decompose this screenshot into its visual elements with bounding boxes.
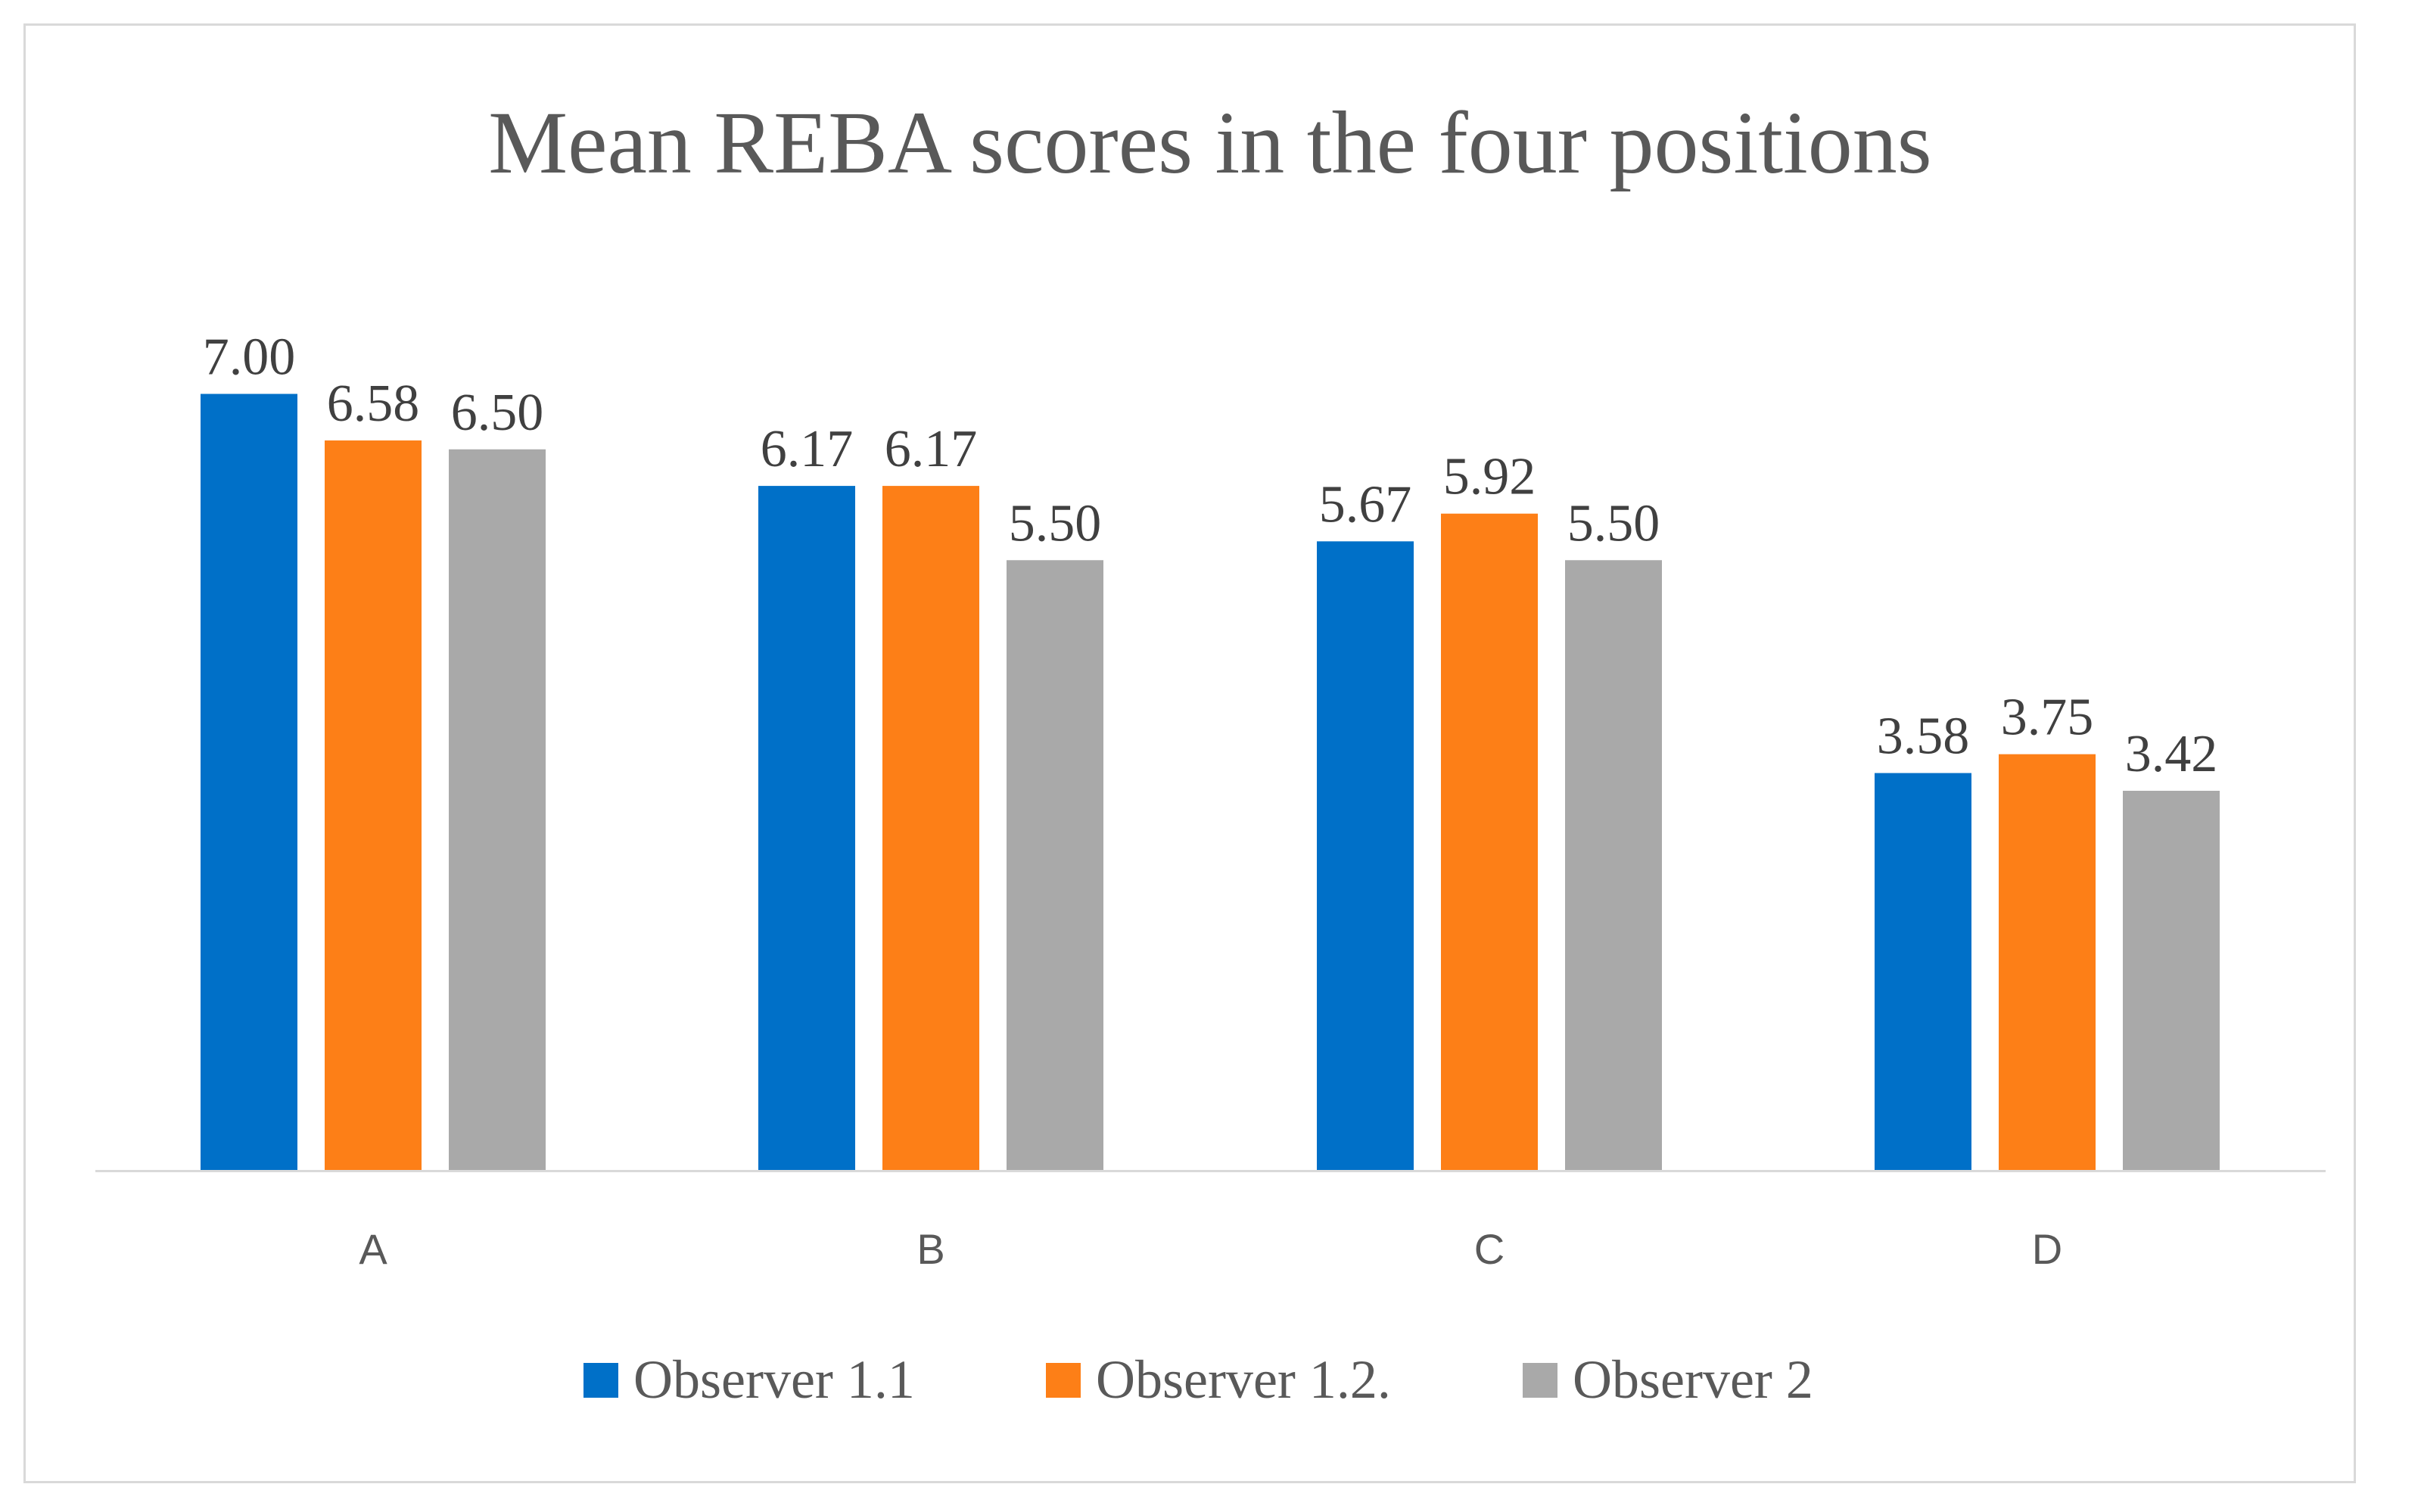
category-label-b: B	[916, 1225, 944, 1273]
bar-c-series-2	[1441, 513, 1538, 1170]
bar-b-series-1	[758, 486, 855, 1170]
category-labels-layer: A B C D	[359, 1225, 2062, 1273]
legend-label-series-2: Observer 1.2.	[1096, 1349, 1391, 1410]
data-label-a-series-1: 7.00	[203, 328, 296, 387]
category-label-a: A	[359, 1225, 387, 1273]
legend-item-series-2: Observer 1.2.	[1046, 1349, 1391, 1410]
category-label-d: D	[2032, 1225, 2062, 1273]
bars-layer	[201, 394, 2220, 1170]
legend: Observer 1.1 Observer 1.2. Observer 2	[583, 1349, 1813, 1410]
data-label-b-series-2: 6.17	[885, 420, 978, 478]
data-label-c-series-3: 5.50	[1567, 494, 1660, 552]
legend-label-series-1: Observer 1.1	[633, 1349, 915, 1410]
bar-d-series-2	[1999, 754, 2096, 1170]
legend-swatch-series-3	[1523, 1363, 1557, 1398]
data-labels-layer: 7.00 6.58 6.50 6.17 6.17 5.50 5.67 5.92 5.50 3.58…	[203, 328, 2218, 783]
data-label-d-series-1: 3.58	[1877, 708, 1970, 766]
chart-title: Mean REBA scores in the four positions	[488, 93, 1931, 192]
data-label-b-series-3: 5.50	[1009, 494, 1102, 552]
bar-b-series-2	[882, 486, 979, 1170]
category-label-c: C	[1474, 1225, 1505, 1273]
data-label-d-series-2: 3.75	[2001, 689, 2094, 747]
legend-swatch-series-2	[1046, 1363, 1081, 1398]
data-label-b-series-1: 6.17	[761, 420, 854, 478]
data-label-a-series-3: 6.50	[451, 384, 544, 442]
bar-a-series-3	[449, 449, 546, 1170]
data-label-a-series-2: 6.58	[327, 375, 420, 433]
legend-label-series-3: Observer 2	[1573, 1349, 1813, 1410]
data-label-c-series-2: 5.92	[1443, 448, 1536, 506]
bar-b-series-3	[1007, 560, 1103, 1170]
data-label-c-series-1: 5.67	[1319, 475, 1412, 534]
data-label-d-series-3: 3.42	[2125, 725, 2218, 783]
legend-swatch-series-1	[583, 1363, 618, 1398]
legend-item-series-1: Observer 1.1	[583, 1349, 915, 1410]
legend-item-series-3: Observer 2	[1523, 1349, 1813, 1410]
bar-a-series-2	[325, 440, 422, 1170]
bar-c-series-3	[1565, 560, 1662, 1170]
bar-d-series-1	[1875, 773, 1971, 1170]
bar-c-series-1	[1317, 541, 1414, 1170]
bar-a-series-1	[201, 394, 297, 1170]
bar-d-series-3	[2123, 790, 2220, 1170]
